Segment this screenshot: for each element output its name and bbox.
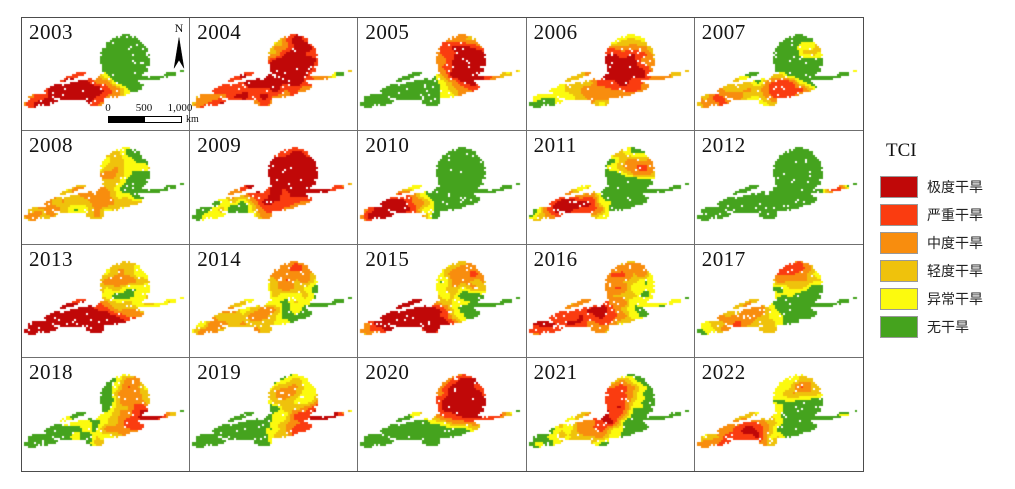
map-cell: 2018	[22, 357, 191, 471]
map-cell: 2008	[22, 131, 191, 245]
legend-label: 中度干旱	[927, 235, 983, 252]
year-label: 2020	[365, 359, 410, 384]
drought-map-canvas	[694, 131, 863, 244]
legend-title: TCI	[886, 140, 917, 161]
drought-map-canvas	[358, 131, 526, 244]
map-cell: 2013	[22, 244, 191, 358]
year-label: 2015	[365, 246, 410, 271]
scale-bar-empty-segment	[145, 117, 181, 122]
map-cell: 2007	[694, 18, 863, 132]
scale-bar: 0 500 1,000 km	[104, 102, 222, 130]
year-label: 2021	[533, 359, 578, 384]
legend-item: 无干旱	[880, 315, 1010, 338]
map-grid: 2003 2004 2005 2006 2007 2008 2009 2010 …	[21, 17, 864, 472]
map-cell: 2016	[526, 244, 695, 358]
drought-map-canvas	[526, 18, 694, 131]
drought-map-canvas	[526, 357, 694, 471]
map-cell: 2004	[190, 18, 359, 132]
scale-bar-unit: km	[186, 114, 199, 125]
map-cell: 2015	[358, 244, 527, 358]
year-label: 2004	[197, 20, 242, 44]
legend-item: 中度干旱	[880, 231, 1010, 254]
drought-map-canvas	[358, 18, 526, 131]
drought-map-canvas	[22, 131, 190, 244]
year-label: 2011	[533, 133, 577, 158]
legend-swatch	[880, 287, 918, 310]
scale-bar-ticks: 0 500 1,000	[104, 102, 222, 114]
drought-map-canvas	[526, 131, 694, 244]
legend-label: 极度干旱	[927, 179, 983, 196]
map-cell: 2012	[694, 131, 863, 245]
legend-item: 异常干旱	[880, 287, 1010, 310]
scale-tick-1000: 1,000	[167, 102, 193, 114]
map-cell: 2020	[358, 357, 527, 471]
north-arrow: N	[168, 22, 190, 70]
drought-map-canvas	[22, 357, 190, 471]
north-arrow-icon	[173, 37, 185, 69]
map-cell: 2011	[526, 131, 695, 245]
map-cell: 2014	[190, 244, 359, 358]
legend-item: 极度干旱	[880, 175, 1010, 198]
drought-map-canvas	[190, 18, 358, 131]
scale-bar-rule	[108, 116, 182, 123]
legend-swatch	[880, 259, 918, 282]
drought-map-canvas	[694, 244, 863, 357]
map-cell: 2021	[526, 357, 695, 471]
year-label: 2017	[701, 246, 746, 271]
drought-map-canvas	[190, 244, 358, 357]
drought-map-canvas	[190, 131, 358, 244]
year-label: 2009	[197, 133, 242, 158]
drought-map-canvas	[358, 357, 526, 471]
drought-map-canvas	[694, 357, 863, 471]
legend-swatch	[880, 203, 918, 226]
year-label: 2010	[365, 133, 410, 158]
year-label: 2013	[29, 246, 73, 271]
map-cell: 2010	[358, 131, 527, 245]
legend-label: 严重干旱	[927, 207, 983, 224]
legend-item: 轻度干旱	[880, 259, 1010, 282]
map-cell: 2006	[526, 18, 695, 132]
legend-item: 严重干旱	[880, 203, 1010, 226]
drought-map-canvas	[526, 244, 694, 357]
north-label: N	[174, 21, 184, 35]
year-label: 2003	[29, 20, 73, 44]
drought-map-canvas	[190, 357, 358, 471]
drought-map-canvas	[358, 244, 526, 357]
legend-swatch	[880, 175, 918, 198]
map-cell: 2017	[694, 244, 863, 358]
drought-map-canvas	[22, 18, 190, 131]
legend-label: 异常干旱	[927, 291, 983, 308]
drought-map-canvas	[22, 244, 190, 357]
year-label: 2016	[533, 246, 578, 271]
scale-bar-filled-segment	[109, 117, 145, 122]
year-label: 2005	[365, 20, 410, 44]
map-cell: 2005	[358, 18, 527, 132]
year-label: 2019	[197, 359, 242, 384]
year-label: 2007	[701, 20, 746, 44]
map-cell: 2009	[190, 131, 359, 245]
legend-swatch	[880, 231, 918, 254]
drought-map-canvas	[694, 18, 863, 131]
year-label: 2018	[29, 359, 73, 384]
scale-tick-0: 0	[105, 102, 111, 114]
legend: TCI 极度干旱 严重干旱 中度干旱 轻度干旱 异常干旱 无干旱	[880, 140, 1010, 344]
scale-tick-500: 500	[135, 102, 153, 114]
year-label: 2006	[533, 20, 578, 44]
year-label: 2008	[29, 133, 73, 158]
legend-swatch	[880, 315, 918, 338]
map-cell: 2022	[694, 357, 863, 471]
year-label: 2012	[701, 133, 746, 158]
map-cell: 2019	[190, 357, 359, 471]
legend-label: 轻度干旱	[927, 263, 983, 280]
legend-items: 极度干旱 严重干旱 中度干旱 轻度干旱 异常干旱 无干旱	[880, 175, 1010, 338]
legend-label: 无干旱	[927, 319, 969, 336]
year-label: 2014	[197, 246, 242, 271]
year-label: 2022	[701, 359, 746, 384]
map-cell: 2003	[22, 18, 191, 132]
